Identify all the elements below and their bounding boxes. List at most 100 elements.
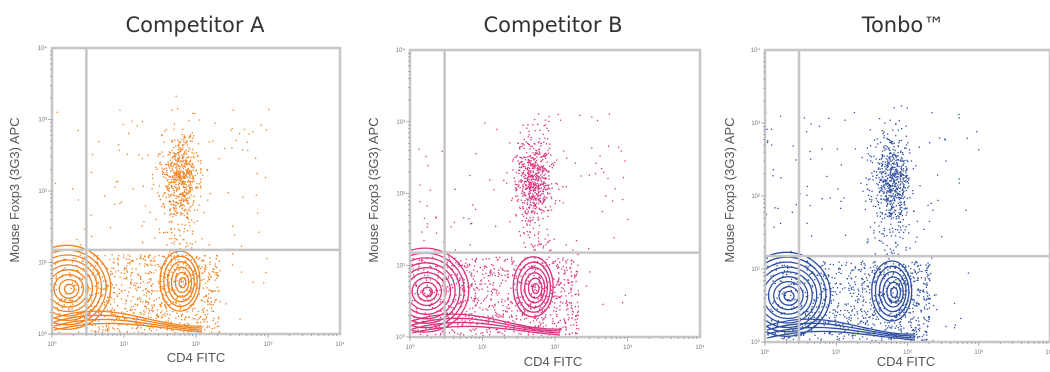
event-dot: [187, 331, 190, 333]
event-dot: [591, 116, 593, 118]
event-dot: [503, 260, 506, 262]
event-dot: [848, 312, 850, 314]
event-dot: [890, 178, 892, 180]
event-dot: [883, 307, 885, 310]
event-dot: [576, 324, 578, 326]
event-dot: [555, 284, 557, 286]
events-layer: [765, 105, 980, 342]
event-dot: [175, 183, 177, 186]
event-dot: [813, 316, 815, 319]
event-dot: [523, 202, 525, 204]
event-dot: [546, 184, 548, 186]
event-dot: [185, 261, 187, 263]
event-dot: [174, 153, 177, 156]
event-dot: [183, 331, 185, 333]
event-dot: [515, 188, 517, 190]
event-dot: [777, 331, 780, 333]
event-dot: [165, 173, 168, 175]
event-dot: [97, 311, 99, 313]
event-dot: [489, 331, 491, 333]
event-dot: [562, 265, 564, 267]
event-dot: [60, 299, 63, 301]
event-dot: [71, 308, 73, 310]
event-dot: [884, 163, 886, 165]
event-dot: [864, 280, 866, 283]
event-dot: [919, 185, 921, 187]
event-dot: [812, 292, 814, 294]
event-dot: [90, 300, 93, 302]
event-dot: [188, 137, 190, 139]
event-dot: [426, 334, 428, 336]
event-dot: [134, 282, 136, 284]
event-dot: [838, 267, 840, 269]
event-dot: [854, 267, 857, 269]
event-dot: [523, 163, 525, 165]
event-dot: [900, 325, 902, 327]
event-dot: [818, 311, 820, 313]
event-dot: [126, 270, 128, 272]
event-dot: [518, 169, 521, 171]
event-dot: [777, 304, 779, 306]
event-dot: [831, 334, 833, 336]
event-dot: [532, 196, 534, 198]
event-dot: [199, 185, 202, 187]
event-dot: [135, 288, 137, 290]
event-dot: [106, 324, 108, 326]
event-dot: [888, 258, 890, 260]
event-dot: [170, 163, 172, 165]
event-dot: [767, 334, 769, 336]
event-dot: [530, 307, 532, 309]
event-dot: [823, 298, 825, 300]
event-dot: [849, 272, 852, 274]
event-dot: [891, 175, 894, 177]
event-dot: [468, 316, 470, 318]
event-dot: [474, 311, 476, 313]
event-dot: [873, 272, 875, 274]
event-dot: [77, 199, 79, 201]
event-dot: [883, 198, 885, 200]
event-dot: [874, 222, 876, 224]
x-tick-label: 10⁴: [335, 341, 345, 348]
event-dot: [575, 280, 577, 283]
event-dot: [499, 256, 501, 258]
event-dot: [860, 262, 862, 264]
event-dot: [850, 305, 852, 308]
event-dot: [900, 171, 902, 173]
event-dot: [521, 166, 523, 168]
event-dot: [178, 146, 180, 148]
event-dot: [915, 327, 917, 329]
event-dot: [175, 201, 177, 204]
event-dot: [176, 312, 178, 314]
event-dot: [551, 301, 553, 303]
event-dot: [892, 188, 894, 190]
event-dot: [789, 336, 791, 339]
event-dot: [919, 264, 922, 266]
event-dot: [61, 274, 64, 276]
event-dot: [899, 321, 902, 323]
event-dot: [906, 181, 909, 183]
event-dot: [189, 169, 191, 172]
event-dot: [164, 257, 166, 259]
event-dot: [866, 147, 868, 149]
event-dot: [71, 303, 74, 305]
event-dot: [900, 183, 902, 185]
event-dot: [529, 175, 531, 178]
event-dot: [494, 304, 496, 307]
event-dot: [802, 290, 804, 292]
event-dot: [117, 264, 119, 266]
event-dot: [892, 140, 894, 143]
event-dot: [524, 267, 526, 269]
event-dot: [179, 247, 181, 250]
event-dot: [900, 139, 903, 142]
event-dot: [193, 209, 195, 211]
event-dot: [916, 294, 918, 296]
event-dot: [118, 149, 121, 151]
event-dot: [861, 311, 863, 313]
event-dot: [181, 154, 183, 156]
event-dot: [924, 277, 926, 279]
event-dot: [529, 187, 531, 189]
event-dot: [194, 273, 196, 275]
event-dot: [890, 302, 892, 304]
event-dot: [531, 265, 533, 267]
